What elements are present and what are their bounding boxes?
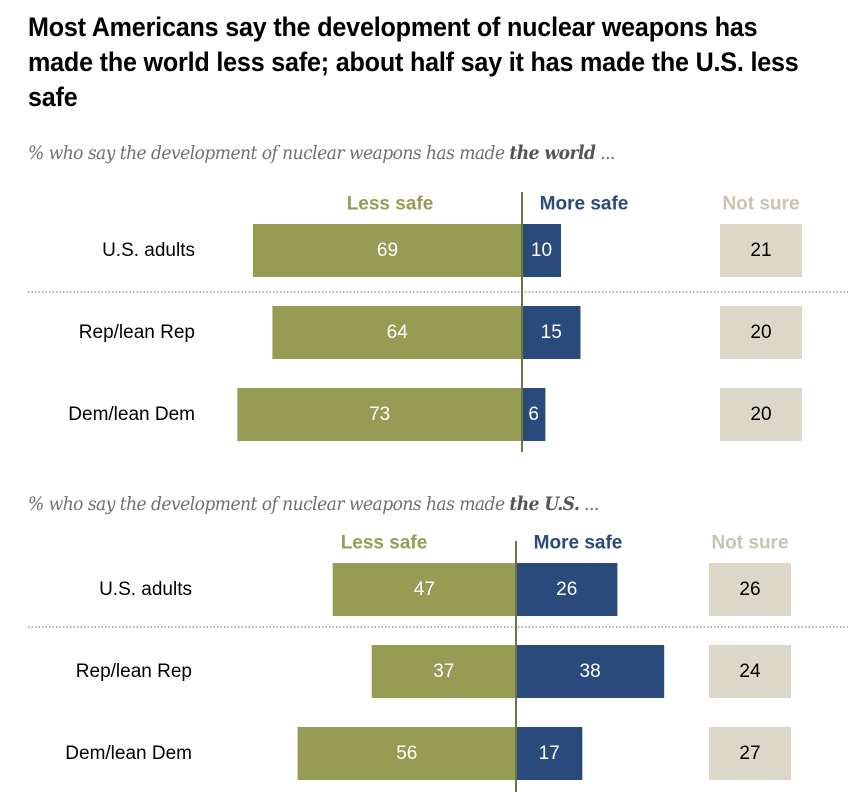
world-value-not-sure: 21 (750, 240, 771, 261)
world-bar-more-safe (522, 224, 561, 277)
us-bar-more-safe (516, 727, 583, 780)
world-value-more-safe: 10 (531, 240, 552, 261)
subtitle-us-suffix: ... (579, 493, 599, 515)
us-value-less-safe: 37 (433, 661, 454, 682)
world-bar-less-safe (237, 388, 523, 441)
world-bar-less-safe (252, 224, 522, 277)
us-row-label: Dem/lean Dem (65, 743, 192, 764)
us-bar-more-safe (516, 563, 618, 616)
world-bar-less-safe (272, 306, 522, 359)
world-bar-more-safe (522, 388, 546, 441)
subtitle-us-bold: the U.S. (509, 493, 580, 515)
us-value-less-safe: 47 (414, 579, 435, 600)
us-row-label: U.S. adults (99, 579, 192, 600)
world-value-more-safe: 6 (528, 404, 539, 425)
us-header-more-safe: More safe (534, 533, 623, 554)
world-header-less-safe: Less safe (347, 194, 434, 215)
us-header-less-safe: Less safe (341, 533, 428, 554)
us-row-label: Rep/lean Rep (76, 661, 192, 682)
world-value-less-safe: 73 (369, 404, 390, 425)
us-value-not-sure: 24 (739, 661, 761, 682)
us-value-not-sure: 26 (739, 579, 760, 600)
us-bar-not-sure (709, 563, 791, 616)
us-value-more-safe: 26 (556, 579, 577, 600)
world-header-not-sure: Not sure (722, 194, 799, 215)
us-value-not-sure: 27 (739, 743, 760, 764)
world-bar-not-sure (720, 388, 802, 441)
subtitle-world-suffix: ... (595, 142, 615, 164)
subtitle-world: % who say the development of nuclear wea… (28, 142, 615, 164)
chart-title: Most Americans say the development of nu… (28, 12, 799, 112)
subtitle-world-prefix: % who say the development of nuclear wea… (28, 142, 510, 164)
world-value-not-sure: 20 (750, 322, 771, 343)
us-bar-more-safe (516, 645, 665, 698)
us-header-not-sure: Not sure (711, 533, 788, 554)
us-bar-less-safe (332, 563, 516, 616)
world-bar-more-safe (522, 306, 581, 359)
us-bar-less-safe (371, 645, 516, 698)
us-value-more-safe: 38 (580, 661, 601, 682)
subtitle-us-prefix: % who say the development of nuclear wea… (28, 493, 510, 515)
world-value-less-safe: 69 (377, 240, 398, 261)
world-row-label: Dem/lean Dem (68, 404, 195, 425)
world-value-not-sure: 20 (750, 404, 771, 425)
us-bar-not-sure (709, 727, 791, 780)
us-bar-less-safe (297, 727, 516, 780)
us-value-less-safe: 56 (396, 743, 417, 764)
subtitle-us: % who say the development of nuclear wea… (28, 493, 599, 515)
world-row-label: U.S. adults (102, 240, 195, 261)
us-bar-not-sure (709, 645, 791, 698)
world-bar-not-sure (720, 224, 802, 277)
us-value-more-safe: 17 (539, 743, 560, 764)
world-bar-not-sure (720, 306, 802, 359)
world-value-more-safe: 15 (541, 322, 562, 343)
world-row-label: Rep/lean Rep (79, 322, 195, 343)
world-header-more-safe: More safe (540, 194, 629, 215)
subtitle-world-bold: the world (509, 142, 596, 164)
world-value-less-safe: 64 (387, 322, 409, 343)
